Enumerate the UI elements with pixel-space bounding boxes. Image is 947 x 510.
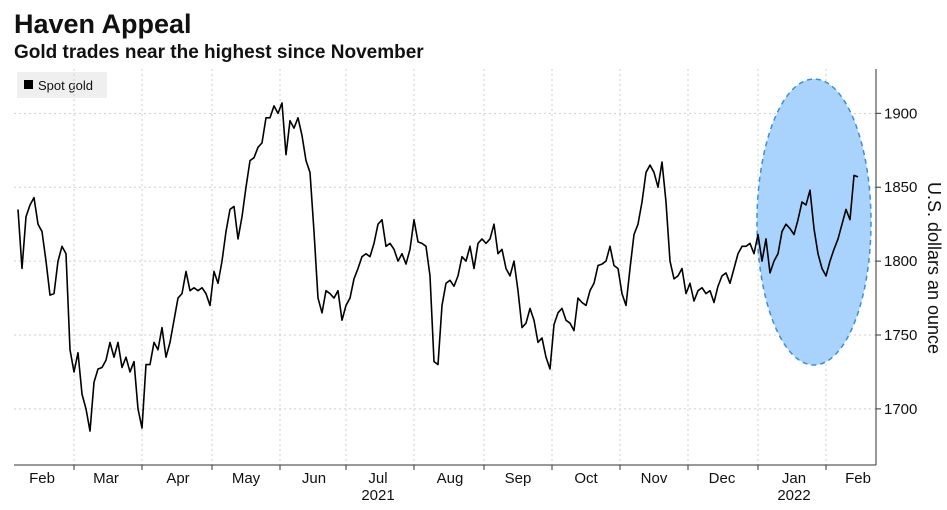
x-tick-label: Dec (709, 470, 736, 487)
y-tick-label: 1800 (884, 253, 917, 270)
legend-swatch (24, 80, 33, 89)
x-tick-label: May (232, 470, 261, 487)
x-tick-label: Jun (302, 470, 326, 487)
x-tick-label: Mar (93, 470, 119, 487)
chart-subtitle: Gold trades near the highest since Novem… (14, 42, 424, 63)
x-tick-label: Feb (29, 470, 55, 487)
x-year-label: 2021 (361, 487, 394, 504)
x-tick-label: Aug (437, 470, 464, 487)
legend-label: Spot gold (38, 78, 93, 93)
chart-title: Haven Appeal (14, 9, 192, 39)
y-tick-label: 1850 (884, 179, 917, 196)
series-line (17, 102, 859, 432)
x-tick-label: Jul (368, 470, 387, 487)
y-tick-label: 1750 (884, 327, 917, 344)
x-tick-label: Oct (574, 470, 598, 487)
y-tick-label: 1700 (884, 401, 917, 418)
x-tick-label: Nov (641, 470, 668, 487)
x-tick-label: Feb (845, 470, 871, 487)
x-tick-label: Apr (166, 470, 189, 487)
y-tick-label: 1900 (884, 105, 917, 122)
x-tick-label: Jan (782, 470, 806, 487)
x-tick-label: Sep (505, 470, 532, 487)
y-axis-label: U.S. dollars an ounce (924, 182, 944, 354)
x-year-label: 2022 (777, 487, 810, 504)
